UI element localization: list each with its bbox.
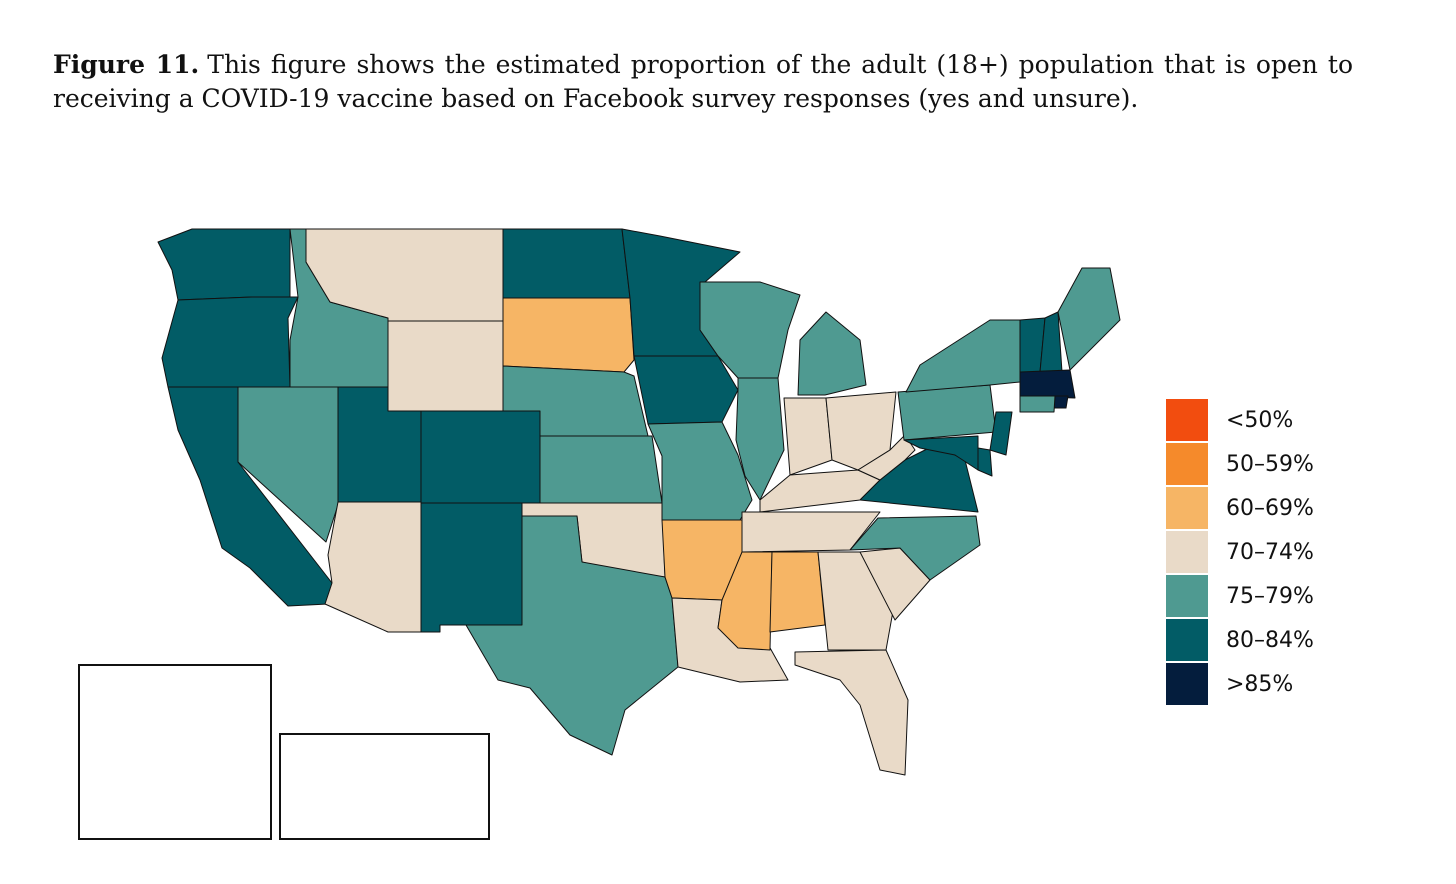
legend: <50% 50–59% 60–69% 70–74% 75–79% 80–84% >85% [1166, 398, 1314, 706]
state-sd [502, 297, 635, 373]
legend-item: >85% [1166, 662, 1314, 706]
legend-swatch [1166, 531, 1208, 573]
figure-caption: Figure 11. This figure shows the estimate… [53, 48, 1353, 116]
state-ma [1019, 369, 1076, 399]
legend-swatch [1166, 575, 1208, 617]
state-wy [387, 320, 504, 412]
legend-label: 80–84% [1226, 627, 1314, 653]
state-md [903, 435, 979, 471]
state-ks [539, 435, 663, 504]
state-ct [1019, 395, 1056, 413]
state-in [783, 397, 833, 476]
legend-label: 50–59% [1226, 451, 1314, 477]
legend-swatch [1166, 399, 1208, 441]
legend-label: 75–79% [1226, 583, 1314, 609]
state-co [420, 410, 541, 504]
legend-item: 70–74% [1166, 530, 1314, 574]
state-wa [157, 228, 291, 301]
state-il [735, 377, 785, 501]
state-mo [647, 421, 753, 521]
state-ia [633, 355, 739, 425]
state-de [977, 447, 993, 477]
state-me [1057, 267, 1121, 371]
legend-swatch [1166, 663, 1208, 705]
state-fl [794, 649, 909, 776]
caption-text: This figure shows the estimated proporti… [53, 50, 1353, 113]
legend-item: 80–84% [1166, 618, 1314, 662]
figure-label: Figure 11. [53, 50, 200, 79]
state-mi [797, 311, 867, 396]
legend-item: 75–79% [1166, 574, 1314, 618]
legend-swatch [1166, 443, 1208, 485]
legend-label: <50% [1226, 407, 1294, 433]
hawaii-inset-frame [279, 733, 490, 840]
state-az [324, 501, 422, 633]
legend-item: <50% [1166, 398, 1314, 442]
legend-label: 60–69% [1226, 495, 1314, 521]
state-ri [1053, 395, 1069, 409]
legend-label: >85% [1226, 671, 1294, 697]
legend-label: 70–74% [1226, 539, 1314, 565]
state-nc [849, 515, 981, 581]
state-ny [905, 319, 1021, 393]
state-wv [857, 434, 916, 481]
state-nm [420, 502, 523, 633]
state-nd [502, 228, 631, 299]
state-pa [897, 384, 997, 441]
state-nj [989, 411, 1013, 456]
state-or [161, 296, 299, 388]
legend-item: 60–69% [1166, 486, 1314, 530]
legend-swatch [1166, 487, 1208, 529]
legend-item: 50–59% [1166, 442, 1314, 486]
alaska-inset-frame [78, 664, 272, 840]
legend-swatch [1166, 619, 1208, 661]
state-al [769, 551, 826, 633]
state-tx [465, 515, 679, 756]
state-ky [759, 469, 881, 513]
